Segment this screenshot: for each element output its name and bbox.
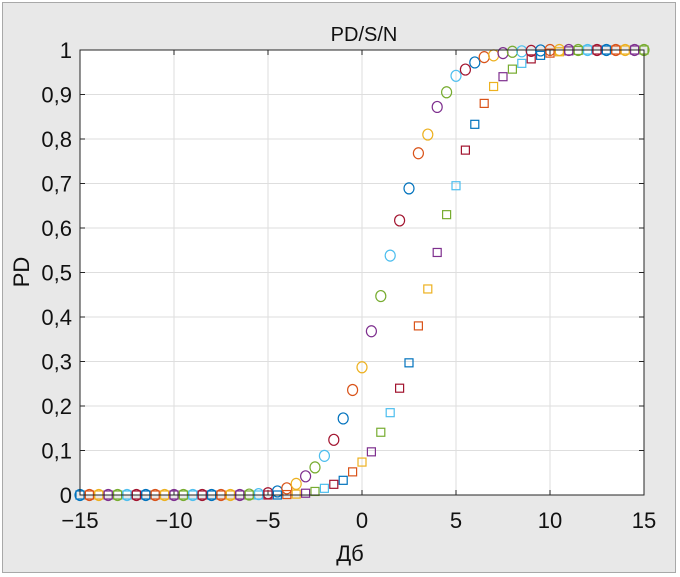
circle-point [412,147,424,160]
square-point [376,427,386,437]
square-point [554,47,565,57]
x-tick-label: 0 [356,508,368,533]
plot-border [79,49,645,496]
x-tick-label: −10 [155,508,192,533]
x-axis-title: Дб [336,541,364,566]
y-tick-label: 0,3 [41,350,72,375]
circle-point [422,128,434,141]
square-point [517,58,527,68]
circle-point [290,477,302,490]
circle-point [431,100,443,114]
x-tick-label: −5 [255,508,280,533]
square-point [526,54,536,64]
chart-title: PD/S/N [331,24,398,46]
x-tick-label: 10 [538,508,562,533]
y-tick-label: 0,8 [41,127,72,152]
y-tick-label: 0,4 [41,305,72,330]
circle-point [356,361,368,374]
y-tick-label: 0,5 [41,261,72,286]
x-tick-labels: −15 −10 −5 0 5 10 15 [61,508,656,533]
y-tick-label: 0 [60,483,72,508]
square-point [404,358,414,368]
square-point [489,81,499,92]
square-point [319,483,329,493]
y-tick-labels: 0 0,1 0,2 0,3 0,4 0,5 0,6 0,7 0,8 0,9 1 [41,38,72,508]
y-tick-label: 0,2 [41,394,72,419]
circle-point [469,56,481,69]
y-tick-label: 0,7 [41,172,72,197]
square-point [507,64,517,74]
square-point [366,447,376,457]
y-axis-title: PD [9,257,34,288]
square-point [545,48,555,58]
square-point [329,479,339,489]
square-point [451,181,461,191]
square-point [564,46,574,56]
y-tick-label: 0,1 [41,439,72,464]
circle-point [384,249,396,262]
square-point [470,119,480,129]
circle-point [318,449,330,462]
circle-point [328,433,340,446]
circle-point [459,63,471,76]
circle-point [394,214,406,227]
x-tick-label: −15 [61,508,98,533]
circle-point [300,470,312,483]
square-point [301,488,311,498]
square-point [535,50,546,60]
circle-point [309,461,321,474]
circle-point [441,86,453,99]
circle-point [375,289,387,303]
square-point [423,284,433,294]
square-point [442,210,452,220]
circle-point [337,412,349,425]
square-point [385,408,395,418]
square-point [291,489,301,499]
square-point [357,457,367,467]
circle-point [450,69,462,82]
y-tick-label: 1 [60,38,72,63]
square-point [432,247,442,258]
y-tick-label: 0,6 [41,216,72,241]
y-tick-label: 0,9 [41,83,72,108]
square-point [498,72,508,82]
square-point [460,145,470,155]
square-point [413,321,423,331]
x-tick-label: 15 [632,508,656,533]
circle-point [347,383,359,397]
square-point [479,98,489,109]
circle-point [365,325,377,338]
circle-point [403,182,415,195]
square-point [338,475,348,485]
circle-point [281,482,293,495]
square-point [395,383,405,393]
x-tick-label: 5 [450,508,462,533]
square-point [348,467,358,477]
